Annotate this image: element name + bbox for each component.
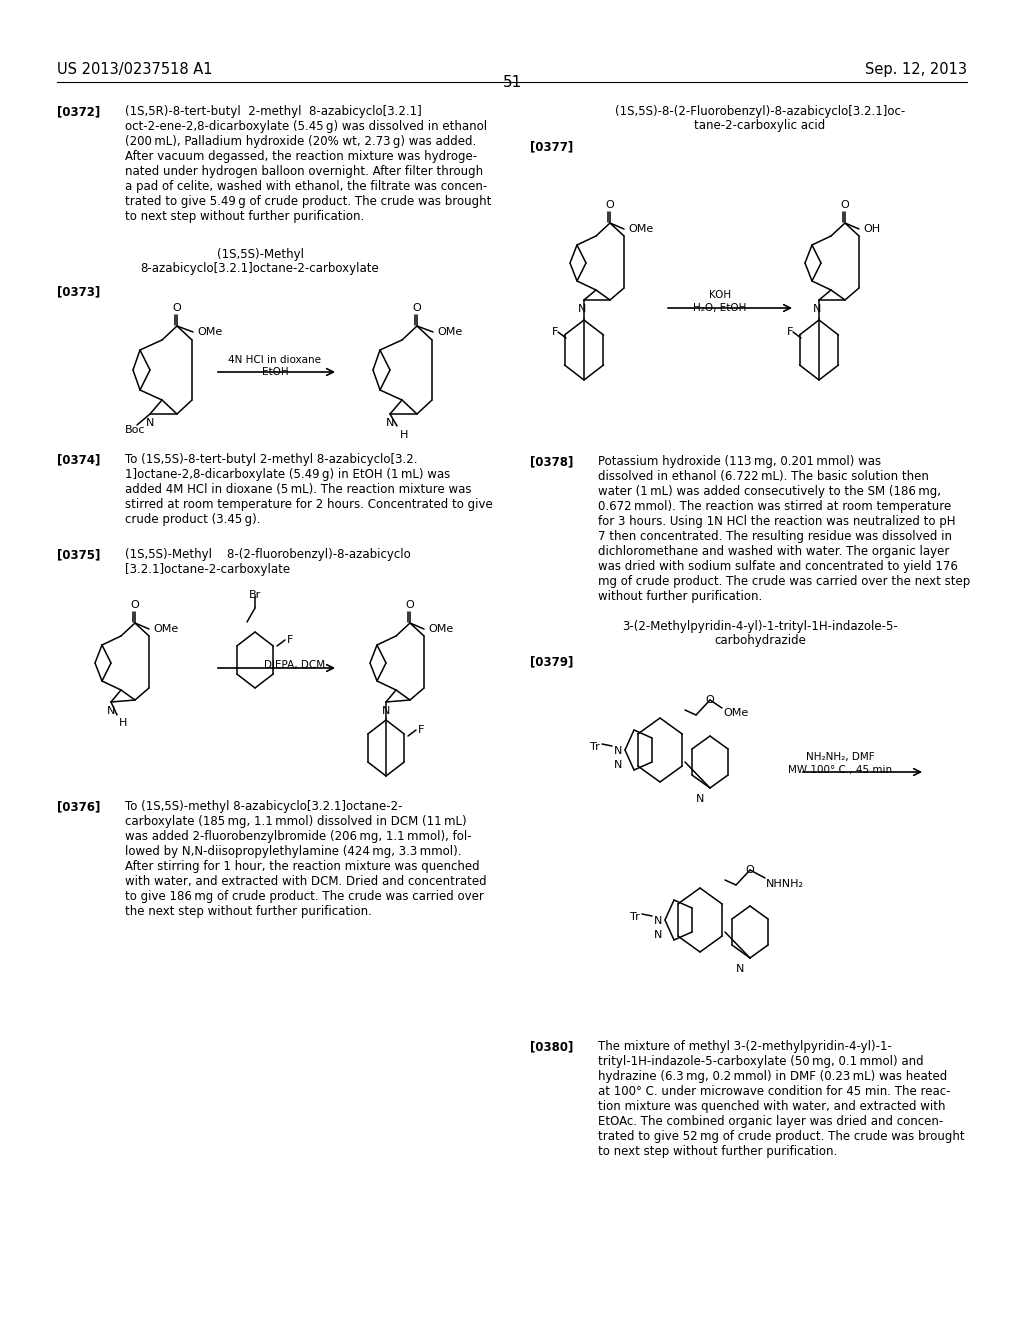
Text: N: N [386, 418, 394, 428]
Text: [0380]: [0380] [530, 1040, 573, 1053]
Text: OH: OH [863, 224, 880, 234]
Text: 51: 51 [503, 75, 521, 90]
Text: DIEPA, DCM: DIEPA, DCM [264, 660, 326, 671]
Text: [0376]: [0376] [57, 800, 100, 813]
Text: (1S,5S)-Methyl    8-(2-fluorobenzyl)-8-azabicyclo
[3.2.1]octane-2-carboxylate: (1S,5S)-Methyl 8-(2-fluorobenzyl)-8-azab… [125, 548, 411, 576]
Text: OMe: OMe [153, 624, 178, 634]
Text: 3-(2-Methylpyridin-4-yl)-1-trityl-1H-indazole-5-: 3-(2-Methylpyridin-4-yl)-1-trityl-1H-ind… [623, 620, 898, 634]
Text: N: N [653, 931, 663, 940]
Text: OMe: OMe [437, 327, 462, 337]
Text: NHNH₂: NHNH₂ [766, 879, 804, 888]
Text: H: H [400, 430, 409, 440]
Text: Tr: Tr [630, 912, 640, 921]
Text: tane-2-carboxylic acid: tane-2-carboxylic acid [694, 119, 825, 132]
Text: 8-azabicyclo[3.2.1]octane-2-carboxylate: 8-azabicyclo[3.2.1]octane-2-carboxylate [140, 261, 379, 275]
Text: KOH: KOH [709, 290, 731, 300]
Text: F: F [287, 635, 293, 645]
Text: (1S,5R)-8-tert-butyl  2-methyl  8-azabicyclo[3.2.1]
oct-2-ene-2,8-dicarboxylate : (1S,5R)-8-tert-butyl 2-methyl 8-azabicyc… [125, 106, 492, 223]
Text: OMe: OMe [628, 224, 653, 234]
Text: [0373]: [0373] [57, 285, 100, 298]
Text: N: N [813, 304, 821, 314]
Text: To (1S,5S)-methyl 8-azabicyclo[3.2.1]octane-2-
carboxylate (185 mg, 1.1 mmol) di: To (1S,5S)-methyl 8-azabicyclo[3.2.1]oct… [125, 800, 486, 917]
Text: NH₂NH₂, DMF: NH₂NH₂, DMF [806, 752, 874, 762]
Text: O: O [841, 201, 849, 210]
Text: O: O [605, 201, 614, 210]
Text: Tr: Tr [590, 742, 600, 752]
Text: O: O [406, 601, 415, 610]
Text: Br: Br [249, 590, 261, 601]
Text: 4N HCl in dioxane: 4N HCl in dioxane [228, 355, 322, 366]
Text: F: F [787, 327, 794, 337]
Text: US 2013/0237518 A1: US 2013/0237518 A1 [57, 62, 213, 77]
Text: To (1S,5S)-8-tert-butyl 2-methyl 8-azabicyclo[3.2.
1]octane-2,8-dicarboxylate (5: To (1S,5S)-8-tert-butyl 2-methyl 8-azabi… [125, 453, 493, 525]
Text: OMe: OMe [197, 327, 222, 337]
Text: EtOH: EtOH [262, 367, 289, 378]
Text: N: N [653, 916, 663, 927]
Text: Potassium hydroxide (113 mg, 0.201 mmol) was
dissolved in ethanol (6.722 mL). Th: Potassium hydroxide (113 mg, 0.201 mmol)… [598, 455, 971, 603]
Text: N: N [696, 795, 705, 804]
Text: Sep. 12, 2013: Sep. 12, 2013 [865, 62, 967, 77]
Text: Boc: Boc [125, 425, 145, 436]
Text: The mixture of methyl 3-(2-methylpyridin-4-yl)-1-
trityl-1H-indazole-5-carboxyla: The mixture of methyl 3-(2-methylpyridin… [598, 1040, 965, 1158]
Text: [0379]: [0379] [530, 655, 573, 668]
Text: (1S,5S)-8-(2-Fluorobenzyl)-8-azabicyclo[3.2.1]oc-: (1S,5S)-8-(2-Fluorobenzyl)-8-azabicyclo[… [614, 106, 905, 117]
Text: O: O [413, 304, 421, 313]
Text: O: O [131, 601, 139, 610]
Text: H₂O, EtOH: H₂O, EtOH [693, 304, 746, 313]
Text: [0372]: [0372] [57, 106, 100, 117]
Text: (1S,5S)-Methyl: (1S,5S)-Methyl [216, 248, 303, 261]
Text: [0378]: [0378] [530, 455, 573, 469]
Text: MW 100° C., 45 min: MW 100° C., 45 min [787, 766, 892, 775]
Text: N: N [382, 706, 390, 715]
Text: N: N [106, 706, 115, 715]
Text: carbohydrazide: carbohydrazide [714, 634, 806, 647]
Text: O: O [706, 696, 715, 705]
Text: [0374]: [0374] [57, 453, 100, 466]
Text: N: N [578, 304, 586, 314]
Text: OMe: OMe [723, 708, 749, 718]
Text: O: O [173, 304, 181, 313]
Text: N: N [613, 746, 623, 756]
Text: N: N [736, 964, 744, 974]
Text: N: N [613, 760, 623, 770]
Text: [0377]: [0377] [530, 140, 573, 153]
Text: H: H [119, 718, 127, 729]
Text: O: O [745, 865, 755, 875]
Text: F: F [552, 327, 558, 337]
Text: [0375]: [0375] [57, 548, 100, 561]
Text: N: N [145, 418, 155, 428]
Text: F: F [418, 725, 424, 735]
Text: OMe: OMe [428, 624, 454, 634]
